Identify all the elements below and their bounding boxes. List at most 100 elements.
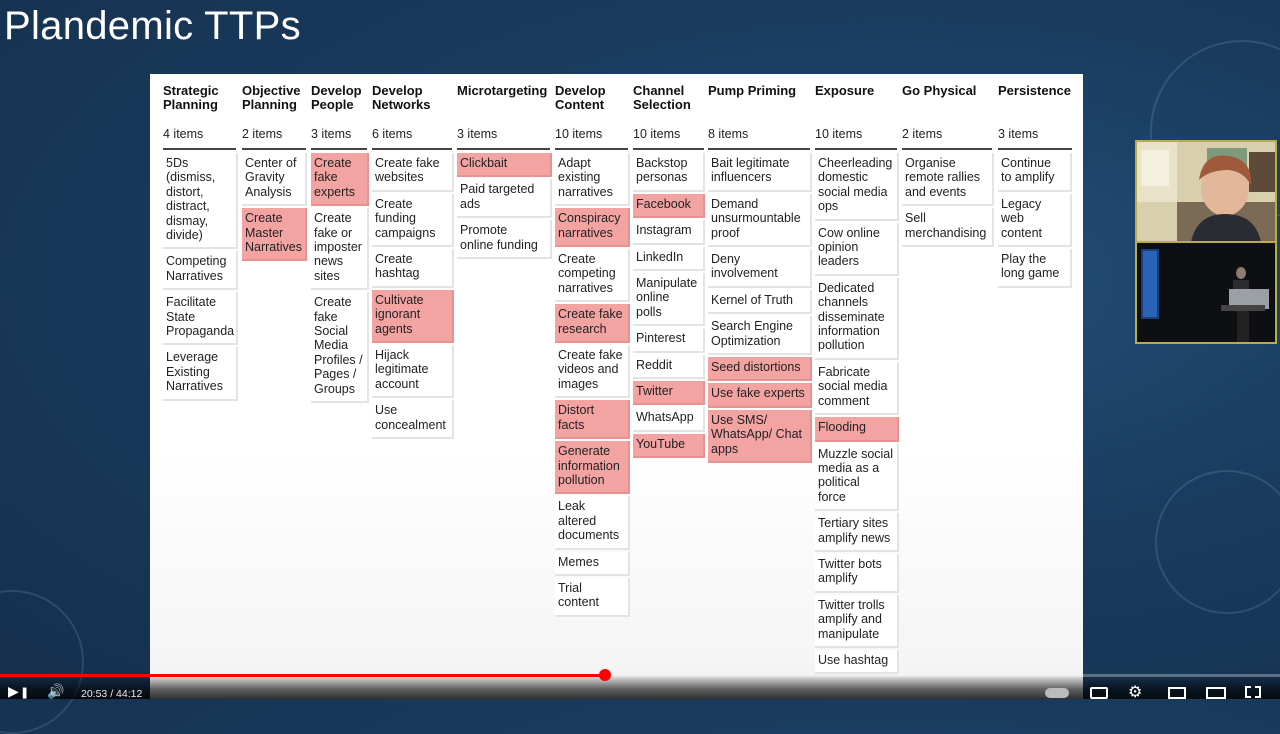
ttp-card: Create funding campaigns — [372, 193, 454, 248]
ttp-card: Sell merchandising — [902, 208, 994, 248]
progress-scrubber[interactable] — [598, 669, 611, 681]
column-title: Exposure — [815, 83, 875, 98]
ttp-card: Hijack legitimate account — [372, 345, 454, 399]
column-divider — [998, 148, 1072, 150]
ttp-card-label: Promote online funding — [460, 223, 538, 252]
column-item-count: 2 items — [902, 127, 943, 141]
presenter-webcam — [1135, 140, 1277, 244]
ttp-card: Create fake research — [555, 304, 630, 344]
ttp-card: Create fake websites — [372, 153, 454, 192]
ttp-card-label: Organise remote rallies and events — [905, 156, 981, 199]
ttp-card-label: Create fake or imposter news sites — [314, 211, 362, 283]
ttp-card: Competing Narratives — [163, 251, 238, 291]
ttp-card-label: Distort facts — [558, 403, 595, 432]
ttp-card: Generate information pollution — [555, 441, 630, 495]
ttp-card: Cow online opinion leaders — [815, 222, 899, 276]
column-item-count: 3 items — [311, 127, 352, 141]
ttp-card-label: Center of Gravity Analysis — [245, 156, 297, 199]
card-list: Center of Gravity Analysis Create Master … — [242, 153, 307, 263]
ttp-card: Twitter trolls amplify and manipulate — [815, 594, 899, 648]
ttp-card-label: Cheerleading domestic social media ops — [818, 156, 893, 214]
video-player-controls: ▶ ❚ 🔊 20:53 / 44:12 ⚙ — [0, 669, 1280, 701]
column-title: Objective Planning — [242, 83, 301, 112]
ttp-card-label: Create competing narratives — [558, 252, 616, 295]
ttp-card: Use hashtag — [815, 649, 899, 675]
ttp-card-label: Create hashtag — [375, 252, 420, 281]
column-divider — [163, 148, 236, 150]
column-divider — [311, 148, 367, 150]
progress-bar[interactable] — [0, 669, 1280, 681]
ttp-card-label: Clickbait — [460, 156, 508, 170]
column-divider — [372, 148, 452, 150]
autoplay-toggle-icon[interactable] — [1045, 688, 1069, 698]
ttp-card-label: Use hashtag — [818, 652, 889, 667]
ttp-card: Clickbait — [457, 153, 552, 178]
ttp-card: Play the long game — [998, 249, 1072, 288]
ttp-card: Reddit — [633, 354, 705, 380]
ttp-card-label: YouTube — [636, 436, 686, 451]
card-list: 5Ds (dismiss, distort, distract, dismay,… — [163, 153, 238, 403]
column-item-count: 10 items — [555, 127, 603, 141]
ttp-card-label: Paid targeted ads — [460, 182, 535, 211]
column-item-count: 3 items — [457, 127, 498, 141]
column-divider — [633, 148, 704, 150]
fullscreen-icon[interactable] — [1245, 686, 1261, 698]
play-icon[interactable]: ▶ — [8, 684, 19, 700]
ttp-card: Use fake experts — [708, 383, 812, 408]
column-divider — [708, 148, 810, 150]
column-divider — [242, 148, 306, 150]
ttp-card: Fabricate social media comment — [815, 361, 899, 416]
ttp-card: Manipulate online polls — [633, 273, 705, 327]
background-ring-decoration — [0, 590, 84, 734]
ttp-card-label: Competing Narratives — [166, 254, 227, 283]
ttp-card: Create fake experts — [311, 153, 369, 207]
column-divider — [457, 148, 550, 150]
card-list: Cheerleading domestic social media ops Co… — [815, 153, 899, 676]
ttp-card-label: Tertiary sites amplify news — [818, 516, 891, 545]
column-divider — [815, 148, 897, 150]
next-icon[interactable]: ❚ — [20, 686, 30, 699]
ttp-card-label: Leverage Existing Narratives — [166, 350, 223, 394]
ttp-card: Flooding — [815, 417, 899, 442]
ttp-card: Use concealment — [372, 400, 454, 440]
gear-icon[interactable]: ⚙ — [1128, 682, 1143, 701]
ttp-card-label: Use SMS/ WhatsApp/ Chat apps — [711, 412, 803, 456]
ttp-card-label: WhatsApp — [636, 410, 694, 425]
column-title: Microtargeting — [457, 83, 548, 98]
ttp-card-label: Play the long game — [1001, 252, 1060, 281]
ttp-card-label: Create fake websites — [375, 156, 440, 185]
card-list: Organise remote rallies and events Sell m… — [902, 153, 994, 249]
ttp-card-label: Hijack legitimate account — [375, 348, 429, 391]
ttp-card: Twitter bots amplify — [815, 553, 899, 593]
ttp-card-label: Pinterest — [636, 331, 686, 346]
speaker-webcam — [1135, 241, 1277, 344]
ttp-card: Distort facts — [555, 400, 630, 440]
ttp-card-label: Bait legitimate influencers — [711, 156, 790, 185]
ttp-card-label: Adapt existing narratives — [558, 156, 613, 199]
ttp-card-label: Leak altered documents — [558, 499, 620, 543]
subtitles-icon[interactable] — [1090, 687, 1108, 699]
ttp-card: Search Engine Optimization — [708, 316, 812, 356]
ttp-card-label: Use concealment — [375, 403, 446, 432]
theater-mode-icon[interactable] — [1206, 687, 1226, 699]
card-list: Bait legitimate influencers Demand unsurm… — [708, 153, 812, 465]
ttp-card: Facilitate State Propaganda — [163, 292, 238, 346]
ttp-card-label: LinkedIn — [636, 249, 684, 264]
ttp-card: 5Ds (dismiss, distort, distract, dismay,… — [163, 153, 238, 250]
ttp-card-label: Backstop personas — [636, 156, 688, 185]
column-item-count: 10 items — [633, 127, 681, 141]
ttp-card: Demand unsurmountable proof — [708, 193, 812, 248]
column-title: Pump Priming — [708, 83, 797, 98]
ttp-card-label: Conspiracy narratives — [558, 211, 621, 240]
ttp-card: Twitter — [633, 381, 705, 406]
ttp-card-label: Create fake Social Media Profiles / Page… — [314, 295, 363, 396]
ttp-card: Conspiracy narratives — [555, 208, 630, 248]
ttp-card: Legacy web content — [998, 193, 1072, 248]
volume-icon[interactable]: 🔊 — [47, 684, 65, 700]
ttp-card: Seed distortions — [708, 357, 812, 382]
ttp-card-label: Deny involvement — [711, 252, 778, 281]
ttp-card-label: Create funding campaigns — [375, 196, 436, 240]
miniplayer-icon[interactable] — [1168, 687, 1186, 699]
ttp-card: Create fake videos and images — [555, 345, 630, 399]
ttp-card: Pinterest — [633, 328, 705, 353]
